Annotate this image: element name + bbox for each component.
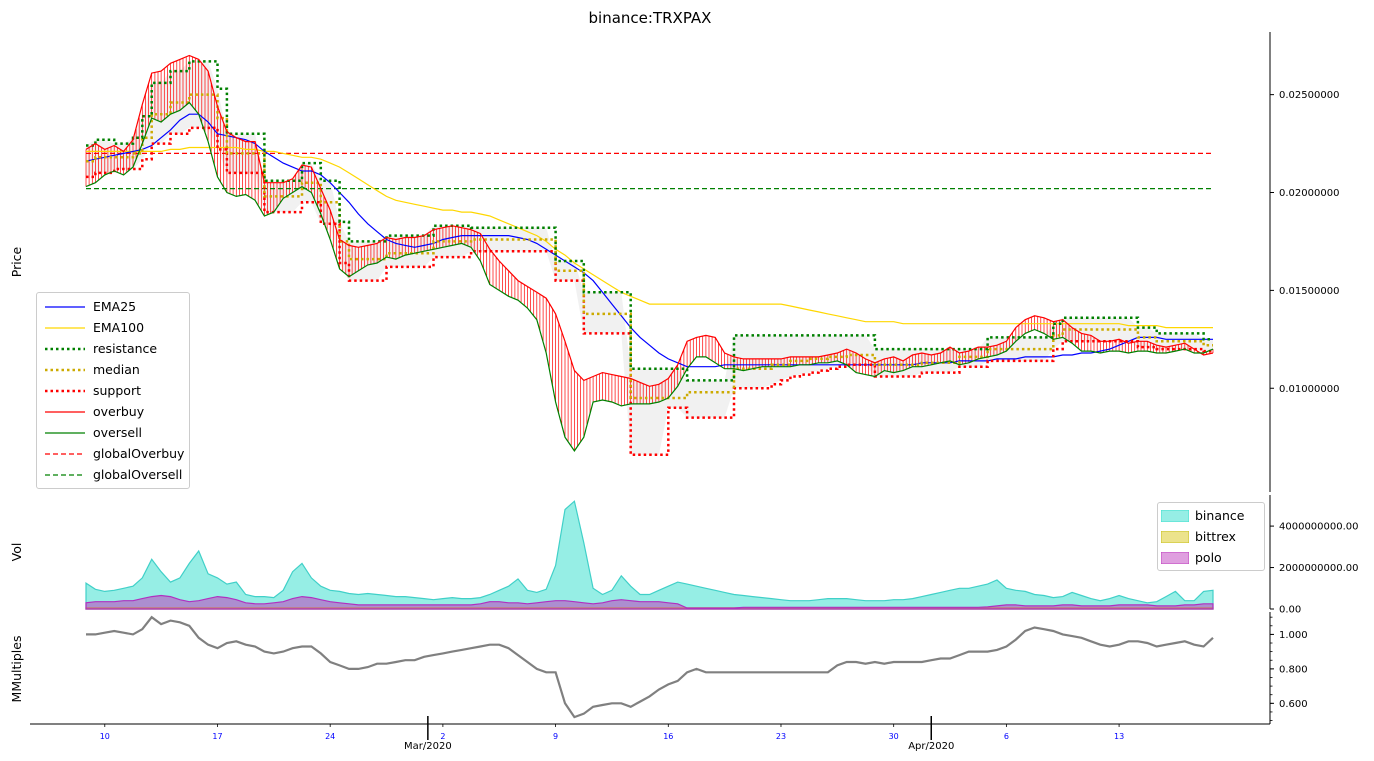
legend-label-globaloverbuy: globalOverbuy bbox=[93, 446, 185, 461]
mmultiples-line bbox=[86, 615, 1214, 719]
price-ytick-label: 0.01000000 bbox=[1279, 384, 1339, 395]
legend-swatch-polo bbox=[1161, 551, 1189, 564]
x-axis-ticks: 10 17 24 2 9 16 23 30 6 13 Mar/2020 Apr/2020 bbox=[100, 716, 1124, 752]
ema25-line bbox=[85, 113, 1213, 368]
legend-label-ema25: EMA25 bbox=[93, 299, 137, 314]
legend-swatch-overbuy bbox=[43, 406, 87, 418]
volume-area-binance bbox=[85, 500, 1214, 610]
legend-label-overbuy: overbuy bbox=[93, 404, 145, 419]
volume-axes: Vol bbox=[9, 495, 1271, 609]
x-day-label: 6 bbox=[1004, 732, 1009, 741]
legend-label-globaloversell: globalOversell bbox=[93, 467, 183, 482]
chart-title-group: binance:TRXPAX bbox=[589, 9, 712, 27]
legend-swatch-ema25 bbox=[43, 301, 87, 313]
mmultiples-yticks: 1.000 0.800 0.600 bbox=[1270, 616, 1308, 721]
legend-item-globaloverbuy: globalOverbuy bbox=[37, 443, 189, 464]
volume-area-polo bbox=[85, 594, 1214, 610]
price-lines-layer bbox=[85, 54, 1214, 457]
legend-label-ema100: EMA100 bbox=[93, 320, 145, 335]
legend-item-polo: polo bbox=[1158, 547, 1264, 568]
legend-swatch-support bbox=[43, 385, 87, 397]
x-day-label: 23 bbox=[776, 732, 786, 741]
legend-swatch-bittrex bbox=[1161, 530, 1189, 543]
legend-item-ema100: EMA100 bbox=[37, 317, 189, 338]
volume-legend: binance bittrex polo bbox=[1157, 502, 1265, 571]
legend-swatch-median bbox=[43, 364, 87, 376]
volume-yticks: 4000000000.00 2000000000.00 0.00 bbox=[1270, 522, 1359, 616]
mmultiples-axes: MMultiples bbox=[9, 612, 1271, 725]
price-ytick-label: 0.01500000 bbox=[1279, 286, 1339, 297]
legend-item-ema25: EMA25 bbox=[37, 296, 189, 317]
legend-item-support: support bbox=[37, 380, 189, 401]
volume-ytick-label: 2000000000.00 bbox=[1279, 563, 1359, 574]
overbuy-line bbox=[85, 54, 1214, 387]
ema100-line bbox=[86, 146, 1213, 329]
mmultiples-ytick-label: 0.600 bbox=[1279, 699, 1308, 710]
price-ylabel: Price bbox=[9, 246, 24, 277]
x-day-label: 16 bbox=[663, 732, 673, 741]
legend-swatch-globaloverbuy bbox=[43, 448, 87, 460]
legend-label-support: support bbox=[93, 383, 141, 398]
x-day-label: 17 bbox=[212, 732, 222, 741]
x-month-label: Mar/2020 bbox=[404, 741, 452, 752]
price-legend: EMA25 EMA100 resistance median support o… bbox=[36, 292, 190, 489]
mmultiples-ylabel: MMultiples bbox=[9, 636, 24, 703]
legend-item-resistance: resistance bbox=[37, 338, 189, 359]
legend-label-resistance: resistance bbox=[93, 341, 158, 356]
x-day-label: 10 bbox=[100, 732, 110, 741]
x-day-label: 2 bbox=[440, 732, 445, 741]
x-day-label: 30 bbox=[889, 732, 899, 741]
legend-swatch-binance bbox=[1161, 509, 1189, 522]
price-band-layer bbox=[85, 55, 1214, 455]
oversell-line bbox=[85, 101, 1214, 452]
legend-swatch-oversell bbox=[43, 427, 87, 439]
mmultiples-ytick-label: 1.000 bbox=[1279, 630, 1308, 641]
legend-swatch-globaloversell bbox=[43, 469, 87, 481]
volume-ytick-label: 0.00 bbox=[1279, 605, 1301, 616]
median-line bbox=[86, 93, 1213, 400]
x-month-label: Apr/2020 bbox=[908, 741, 954, 752]
legend-label-binance: binance bbox=[1195, 508, 1245, 523]
legend-label-oversell: oversell bbox=[93, 425, 143, 440]
legend-item-overbuy: overbuy bbox=[37, 401, 189, 422]
legend-label-polo: polo bbox=[1195, 550, 1222, 565]
mmultiples-line-layer bbox=[86, 615, 1214, 719]
legend-item-globaloversell: globalOversell bbox=[37, 464, 189, 485]
legend-label-bittrex: bittrex bbox=[1195, 529, 1236, 544]
volume-ylabel: Vol bbox=[9, 543, 24, 562]
price-axes: Price bbox=[9, 32, 1271, 492]
price-ytick-label: 0.02500000 bbox=[1279, 90, 1339, 101]
mmultiples-ytick-label: 0.800 bbox=[1279, 664, 1308, 675]
legend-item-binance: binance bbox=[1158, 505, 1264, 526]
price-ytick-label: 0.02000000 bbox=[1279, 188, 1339, 199]
support-line bbox=[86, 126, 1213, 457]
x-day-label: 13 bbox=[1114, 732, 1124, 741]
chart-title: binance:TRXPAX bbox=[589, 9, 712, 27]
volume-ytick-label: 4000000000.00 bbox=[1279, 522, 1359, 533]
x-day-label: 9 bbox=[553, 732, 558, 741]
legend-item-bittrex: bittrex bbox=[1158, 526, 1264, 547]
price-yticks: 0.02500000 0.02000000 0.01500000 0.01000000 bbox=[1270, 90, 1339, 395]
x-day-label: 24 bbox=[325, 732, 335, 741]
legend-label-median: median bbox=[93, 362, 140, 377]
legend-item-oversell: oversell bbox=[37, 422, 189, 443]
legend-item-median: median bbox=[37, 359, 189, 380]
legend-swatch-ema100 bbox=[43, 322, 87, 334]
legend-swatch-resistance bbox=[43, 343, 87, 355]
volume-areas-layer bbox=[85, 500, 1214, 610]
